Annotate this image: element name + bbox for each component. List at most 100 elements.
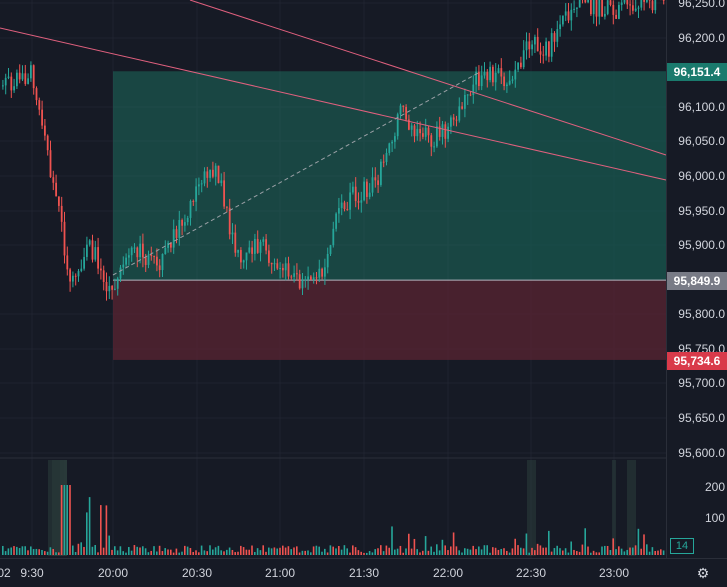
candle-body: [550, 33, 553, 57]
trend-line-lower[interactable]: [0, 27, 667, 181]
time-label: 23:00: [598, 566, 630, 580]
candle-body: [430, 135, 433, 147]
volume-bar: [240, 545, 242, 555]
volume-bar: [528, 552, 530, 555]
volume-bar: [94, 545, 96, 555]
candle-body: [503, 76, 505, 87]
candle-body: [461, 106, 463, 109]
volume-bar: [237, 551, 239, 555]
time-label: 02: [0, 566, 11, 580]
volume-bar: [147, 552, 150, 555]
candle-body: [517, 62, 519, 70]
time-axis[interactable]: 02 9:30 20:00 20:30 21:00 21:30 22:00 22…: [0, 558, 727, 587]
candle-body: [119, 267, 122, 279]
volume-bar: [16, 546, 18, 555]
volume-highlight: [64, 460, 67, 556]
volume-bar: [357, 550, 360, 555]
volume-bar: [298, 552, 301, 555]
volume-bar: [422, 550, 424, 555]
candle-body: [651, 0, 654, 11]
candle-body: [114, 288, 116, 290]
entry-price-badge[interactable]: 95,849.9: [667, 272, 727, 290]
long-position-tool[interactable]: [113, 71, 666, 360]
volume-bar: [545, 547, 547, 555]
candle-body: [514, 69, 517, 80]
volume-bar: [629, 547, 631, 555]
volume-bar: [279, 547, 281, 555]
candle-body: [363, 181, 365, 201]
candle-body: [237, 249, 239, 253]
candle-body: [32, 65, 35, 89]
volume-bar: [223, 551, 225, 555]
stop-price-badge[interactable]: 95,734.6: [667, 352, 727, 370]
price-axis[interactable]: 96,250.0 96,200.0 96,100.0 96,050.0 96,0…: [666, 0, 727, 460]
volume-bar: [590, 552, 592, 555]
volume-bar: [447, 550, 449, 555]
candle-body: [620, 2, 623, 5]
volume-bar: [363, 552, 365, 555]
trend-line-upper[interactable]: [189, 0, 667, 156]
volume-bar: [265, 551, 267, 555]
volume-bar: [632, 547, 634, 555]
candle-body: [444, 124, 447, 139]
candle-body: [464, 95, 466, 109]
volume-bar: [623, 551, 626, 555]
volume-bar: [77, 543, 80, 555]
candle-body: [371, 177, 374, 193]
volume-tick: 200: [704, 480, 725, 494]
volume-bar: [318, 546, 320, 555]
volume-bar: [648, 551, 651, 555]
volume-bar: [220, 550, 222, 555]
volume-bar: [324, 548, 326, 555]
volume-bar: [144, 548, 147, 555]
volume-bar: [296, 546, 298, 555]
price-tick: 95,600.0: [678, 446, 725, 460]
candle-body: [234, 232, 237, 253]
candle-body: [410, 125, 413, 130]
volume-bar: [584, 528, 586, 555]
volume-bar: [506, 550, 508, 555]
candle-body: [94, 247, 97, 260]
candle-body: [203, 171, 206, 184]
candle-body: [178, 220, 181, 238]
candle-body: [136, 247, 139, 258]
candle-body: [357, 201, 360, 203]
candle-body: [245, 252, 248, 261]
volume-bar: [556, 545, 558, 555]
volume-bar: [634, 545, 637, 555]
candle-body: [511, 79, 514, 81]
volume-bar: [388, 547, 390, 555]
volume-bar: [346, 548, 348, 555]
candle-body: [399, 105, 402, 115]
volume-bar: [13, 546, 15, 555]
volume-bar: [276, 548, 278, 555]
candle-body: [186, 217, 189, 223]
drawing-lines[interactable]: [0, 0, 667, 276]
time-label: 21:30: [348, 566, 380, 580]
target-price-badge[interactable]: 96,151.4: [667, 63, 727, 81]
candle-body: [388, 143, 391, 153]
chart-settings-button[interactable]: ⚙: [693, 563, 713, 583]
candle-body: [492, 66, 494, 83]
volume-bar: [192, 551, 194, 555]
volume-highlight: [612, 460, 616, 556]
candle-body: [626, 0, 629, 5]
candle-body: [587, 0, 589, 3]
volume-bar: [620, 548, 623, 555]
volume-bar: [394, 549, 396, 555]
candle-body: [77, 271, 80, 277]
volume-bar: [514, 538, 516, 555]
candle-body: [254, 238, 256, 254]
loss-zone[interactable]: [113, 280, 666, 360]
candle-body: [427, 127, 430, 136]
candle-body: [458, 106, 461, 121]
volume-bar: [315, 545, 318, 555]
volume-bar: [626, 549, 628, 555]
volume-bar: [352, 545, 354, 555]
volume-bar: [270, 548, 273, 555]
volume-bar: [326, 552, 329, 555]
candle-body: [142, 243, 144, 258]
time-label: 22:30: [515, 566, 547, 580]
volume-highlight: [627, 460, 636, 556]
